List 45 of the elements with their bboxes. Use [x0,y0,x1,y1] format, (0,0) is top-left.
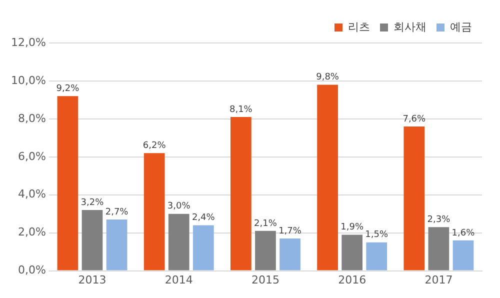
y-tick-label: 12,0% [10,36,46,49]
bar [428,227,450,270]
data-label: 1,5% [365,230,388,240]
legend-label: 회사채 [394,20,426,34]
bar [168,214,190,270]
legend-label: 리츠 [348,20,370,34]
data-label: 3,2% [80,198,104,208]
bar [230,117,252,270]
data-label: 9,2% [56,84,80,94]
data-label: 2,7% [105,207,129,218]
y-tick-label: 10,0% [10,74,46,87]
data-label: 3,0% [167,202,191,212]
bar [366,242,388,270]
data-label: 7,6% [402,114,426,124]
bar [57,96,78,270]
bar [280,238,300,270]
bar [192,225,214,270]
bar [404,126,425,270]
data-label: 1,9% [340,222,364,233]
bar [255,230,276,270]
bar [82,210,103,270]
y-tick-label: 6,0% [18,150,46,163]
y-tick-label: 2,0% [18,226,46,239]
y-tick-label: 8,0% [18,112,46,125]
bar [144,153,165,270]
data-label: 8,1% [229,104,253,115]
data-label: 1,6% [452,228,476,238]
data-label: 6,2% [142,140,166,151]
x-tick-label: 2016 [338,273,366,286]
bar [106,220,128,270]
x-tick-label: 2014 [164,273,193,286]
data-label: 2,3% [427,214,451,225]
data-label: 2,4% [192,213,216,224]
x-tick-label: 2015 [251,273,280,286]
x-tick-label: 2013 [78,273,106,286]
data-label: 2,1% [254,218,278,229]
bar [452,240,474,270]
bar [342,234,363,270]
data-label: 1,7% [278,226,302,236]
data-label: 9,8% [316,72,340,83]
bar [317,84,338,270]
y-tick-label: 0,0% [18,264,46,277]
legend-label: 예금 [450,20,472,34]
y-tick-label: 4,0% [18,188,46,201]
x-tick-label: 2017 [424,273,453,286]
